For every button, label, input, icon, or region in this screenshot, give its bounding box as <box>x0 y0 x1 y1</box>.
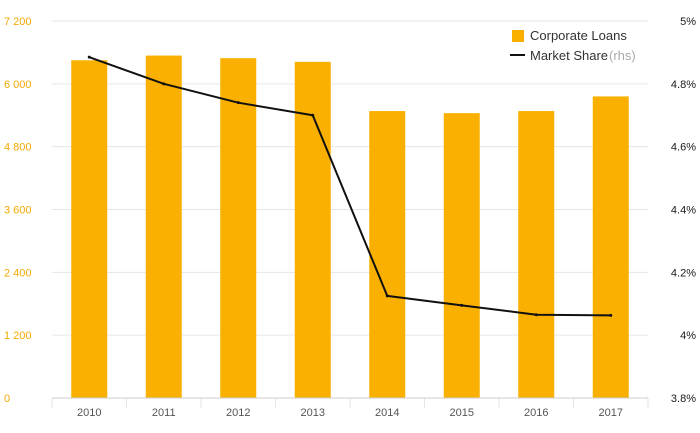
y-left-tick-label: 0 <box>4 393 10 405</box>
x-tick-label: 2014 <box>375 407 399 419</box>
y-left-tick-label: 4 800 <box>4 142 32 154</box>
line-point <box>609 313 613 317</box>
legend-label-suffix: (rhs) <box>609 48 636 63</box>
bar <box>518 111 555 399</box>
y-left-tick-label: 3 600 <box>4 205 32 217</box>
y-right-tick-label: 5% <box>680 16 696 28</box>
bar <box>369 111 406 399</box>
line-point <box>236 101 240 105</box>
line-point <box>311 113 315 117</box>
y-right-tick-label: 4.4% <box>671 205 696 217</box>
y-right-tick-label: 3.8% <box>671 393 696 405</box>
x-tick-label: 2015 <box>450 407 474 419</box>
x-tick-label: 2012 <box>226 407 250 419</box>
y-left-tick-label: 1 200 <box>4 330 32 342</box>
line-point <box>534 313 538 317</box>
y-left-tick-label: 7 200 <box>4 16 32 28</box>
x-tick-label: 2013 <box>301 407 325 419</box>
legend-label: Market Share <box>530 48 608 63</box>
bar <box>220 58 257 398</box>
x-tick-label: 2016 <box>524 407 548 419</box>
y-right-tick-label: 4.2% <box>671 267 696 279</box>
x-tick-label: 2010 <box>77 407 101 419</box>
line-point <box>87 55 91 59</box>
y-right-tick-label: 4.6% <box>671 142 696 154</box>
bar <box>145 55 182 398</box>
legend-swatch-bar <box>512 30 524 42</box>
bar <box>71 60 108 398</box>
y-right-tick-label: 4% <box>680 330 696 342</box>
line-point <box>460 303 464 307</box>
series-line-market-share <box>88 56 611 317</box>
legend-label: Corporate Loans <box>530 28 627 43</box>
bar <box>592 96 629 399</box>
line-point <box>385 294 389 298</box>
y-left-tick-label: 2 400 <box>4 267 32 279</box>
y-left-tick-label: 6 000 <box>4 79 32 91</box>
line-point <box>162 82 166 86</box>
x-tick-label: 2017 <box>599 407 623 419</box>
bar <box>443 113 480 399</box>
y-right-tick-label: 4.8% <box>671 79 696 91</box>
x-tick-label: 2011 <box>152 407 176 419</box>
